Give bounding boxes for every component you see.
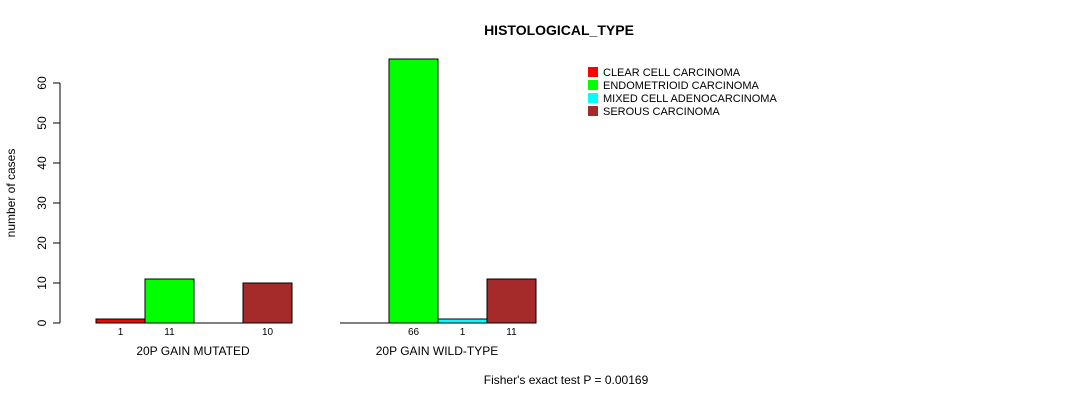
legend-label: CLEAR CELL CARCINOMA — [603, 67, 741, 79]
fisher-test-annotation: Fisher's exact test P = 0.00169 — [484, 373, 649, 387]
y-tick-label: 50 — [35, 116, 49, 130]
y-tick-label: 10 — [35, 276, 49, 290]
bar-value-label: 66 — [408, 327, 420, 338]
legend-label: MIXED CELL ADENOCARCINOMA — [603, 93, 777, 105]
y-tick-label: 60 — [35, 76, 49, 90]
y-tick-label: 20 — [35, 236, 49, 250]
bar — [242, 282, 293, 324]
bar-value-label: 1 — [118, 327, 124, 338]
y-tick-label: 30 — [35, 196, 49, 210]
legend-label: SEROUS CARCINOMA — [603, 106, 720, 118]
group-label: 20P GAIN MUTATED — [136, 344, 250, 358]
y-tick-label: 0 — [35, 319, 49, 326]
group-labels: 20P GAIN MUTATED 20P GAIN WILD-TYPE — [136, 344, 498, 358]
group-label: 20P GAIN WILD-TYPE — [376, 344, 498, 358]
bar — [388, 58, 439, 324]
bar-value-label: 11 — [506, 327, 517, 338]
chart-title: HISTOLOGICAL_TYPE — [484, 22, 634, 38]
bars — [95, 58, 537, 324]
y-tick-label: 40 — [35, 156, 49, 170]
bar-value-label: 1 — [460, 327, 466, 338]
legend-label: ENDOMETRIOID CARCINOMA — [603, 80, 760, 92]
bar-labels: 1 11 10 66 1 11 — [118, 327, 517, 338]
bar — [95, 318, 146, 324]
bar — [144, 278, 195, 324]
legend-swatch — [588, 93, 598, 103]
bar-value-label: 10 — [262, 327, 274, 338]
legend-swatch — [588, 106, 598, 116]
y-axis: 0 10 20 30 40 50 60 — [35, 76, 61, 326]
bar — [486, 278, 537, 324]
bar-value-label: 11 — [164, 327, 175, 338]
legend-swatch — [588, 67, 598, 77]
y-axis-label: number of cases — [4, 149, 18, 238]
legend-swatch — [588, 80, 598, 90]
bar — [437, 318, 488, 324]
